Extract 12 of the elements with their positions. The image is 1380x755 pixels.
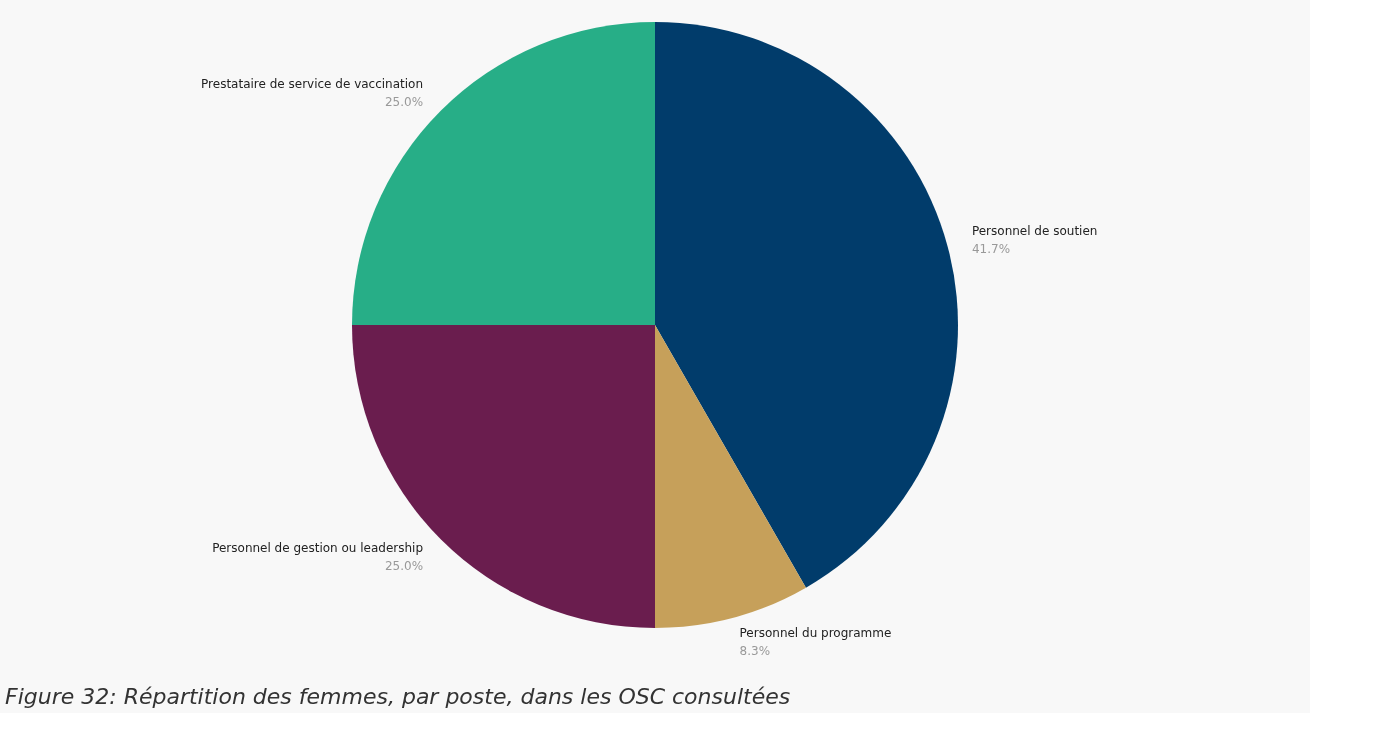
data-label: 25.0% (384, 95, 424, 110)
slice-label: Prestataire de service de vaccination (201, 77, 424, 92)
pie-slice (655, 325, 806, 628)
pie-slice (655, 22, 958, 588)
slice-label: Personnel du programme (739, 625, 892, 640)
slice-label: Personnel de gestion ou leadership (212, 540, 424, 555)
data-label: 41.7% (971, 242, 1011, 257)
slice-label: Personnel de soutien (971, 224, 1098, 239)
data-label: 8.3% (739, 643, 771, 658)
text: Figure 32: Répartition des femmes, par poste, dans les OSC consultées (5, 683, 791, 709)
pie-slice (352, 22, 655, 325)
data-label: 25.0% (384, 558, 424, 573)
